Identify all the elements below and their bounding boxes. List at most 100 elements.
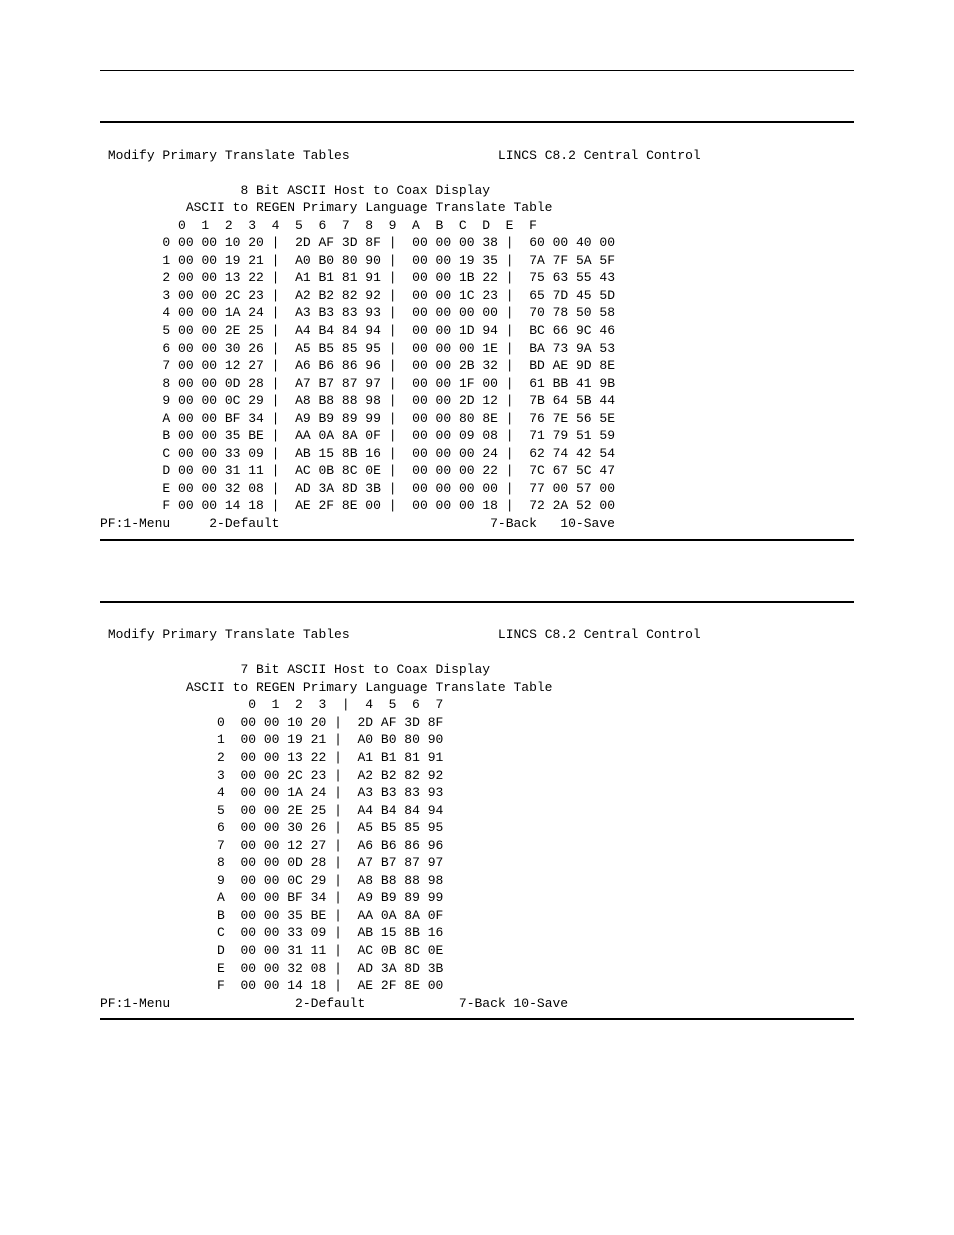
pf-menu-label: PF:1-Menu (100, 516, 170, 531)
cell-group-1: AB 15 8B 16 (358, 925, 444, 940)
cell-group-2: 00 00 00 22 (412, 463, 498, 478)
screen-title: Modify Primary Translate Tables (108, 627, 350, 642)
table-row: 8 00 00 0D 28 | A7 B7 87 97 (100, 855, 443, 870)
table-row: 9 00 00 0C 29 | A8 B8 88 98 (100, 873, 443, 888)
cell-group-1: A8 B8 88 98 (295, 393, 381, 408)
cell-group-1: A7 B7 87 97 (358, 855, 444, 870)
pf-default-label: 2-Default (295, 996, 365, 1011)
row-index: F (162, 498, 170, 513)
table-row: 7 00 00 12 27 | A6 B6 86 96 | 00 00 2B 3… (100, 358, 615, 373)
cell-group-1: A4 B4 84 94 (358, 803, 444, 818)
row-index: D (162, 463, 170, 478)
heading-line-1: 8 Bit ASCII Host to Coax Display (240, 183, 490, 198)
table-row: 9 00 00 0C 29 | A8 B8 88 98 | 00 00 2D 1… (100, 393, 615, 408)
table-row: F 00 00 14 18 | AE 2F 8E 00 | 00 00 00 1… (100, 498, 615, 513)
row-index: 1 (162, 253, 170, 268)
cell-group-0: 00 00 1A 24 (178, 305, 264, 320)
cell-group-1: AB 15 8B 16 (295, 446, 381, 461)
cell-group-0: 00 00 0D 28 (178, 376, 264, 391)
cell-group-3: 7B 64 5B 44 (529, 393, 615, 408)
row-index: 3 (162, 288, 170, 303)
heading-line-2: ASCII to REGEN Primary Language Translat… (186, 200, 553, 215)
cell-group-0: 00 00 2E 25 (240, 803, 326, 818)
cell-group-0: 00 00 0D 28 (240, 855, 326, 870)
row-index: 5 (217, 803, 225, 818)
cell-group-3: 65 7D 45 5D (529, 288, 615, 303)
row-index: 7 (162, 358, 170, 373)
cell-group-2: 00 00 00 24 (412, 446, 498, 461)
table-row: D 00 00 31 11 | AC 0B 8C 0E (100, 943, 443, 958)
row-index: 6 (217, 820, 225, 835)
cell-group-0: 00 00 2E 25 (178, 323, 264, 338)
cell-group-3: 70 78 50 58 (529, 305, 615, 320)
cell-group-0: 00 00 30 26 (178, 341, 264, 356)
cell-group-3: 7C 67 5C 47 (529, 463, 615, 478)
cell-group-0: 00 00 14 18 (178, 498, 264, 513)
row-index: 0 (162, 235, 170, 250)
row-index: C (162, 446, 170, 461)
panel1-footer-row: PF:1-Menu 2-Default 7-Back 10-Save (100, 516, 615, 531)
cell-group-0: 00 00 14 18 (240, 978, 326, 993)
table-row: 7 00 00 12 27 | A6 B6 86 96 (100, 838, 443, 853)
cell-group-0: 00 00 31 11 (240, 943, 326, 958)
row-index: 5 (162, 323, 170, 338)
cell-group-3: 61 BB 41 9B (529, 376, 615, 391)
cell-group-0: 00 00 30 26 (240, 820, 326, 835)
row-index: 8 (217, 855, 225, 870)
table-row: 1 00 00 19 21 | A0 B0 80 90 (100, 732, 443, 747)
panel2-heading1-row: 7 Bit ASCII Host to Coax Display (100, 662, 490, 677)
cell-group-0: 00 00 33 09 (240, 925, 326, 940)
cell-group-1: AA 0A 8A 0F (358, 908, 444, 923)
cell-group-1: A3 B3 83 93 (358, 785, 444, 800)
cell-group-0: 00 00 35 BE (178, 428, 264, 443)
cell-group-1: A4 B4 84 94 (295, 323, 381, 338)
cell-group-2: 00 00 1F 00 (412, 376, 498, 391)
cell-group-2: 00 00 2B 32 (412, 358, 498, 373)
page-top-rule (100, 70, 854, 71)
table-row: 2 00 00 13 22 | A1 B1 81 91 | 00 00 1B 2… (100, 270, 615, 285)
cell-group-1: A1 B1 81 91 (295, 270, 381, 285)
table-row: C 00 00 33 09 | AB 15 8B 16 | 00 00 00 2… (100, 446, 615, 461)
cell-group-1: AC 0B 8C 0E (358, 943, 444, 958)
cell-group-1: 2D AF 3D 8F (358, 715, 444, 730)
table-row: 1 00 00 19 21 | A0 B0 80 90 | 00 00 19 3… (100, 253, 615, 268)
table-row: 0 00 00 10 20 | 2D AF 3D 8F (100, 715, 443, 730)
table-row: A 00 00 BF 34 | A9 B9 89 99 (100, 890, 443, 905)
panel-8bit-ascii-table: Modify Primary Translate Tables LINCS C8… (100, 121, 854, 541)
row-index: E (162, 481, 170, 496)
cell-group-0: 00 00 BF 34 (178, 411, 264, 426)
table-row: 3 00 00 2C 23 | A2 B2 82 92 | 00 00 1C 2… (100, 288, 615, 303)
row-index: 9 (217, 873, 225, 888)
cell-group-2: 00 00 00 38 (412, 235, 498, 250)
cell-group-1: A6 B6 86 96 (358, 838, 444, 853)
table-row: 2 00 00 13 22 | A1 B1 81 91 (100, 750, 443, 765)
panel1-heading1-row: 8 Bit ASCII Host to Coax Display (100, 183, 490, 198)
cell-group-0: 00 00 32 08 (178, 481, 264, 496)
row-index: 4 (217, 785, 225, 800)
heading-line-1: 7 Bit ASCII Host to Coax Display (240, 662, 490, 677)
table-row: E 00 00 32 08 | AD 3A 8D 3B (100, 961, 443, 976)
cell-group-3: BA 73 9A 53 (529, 341, 615, 356)
row-index: 6 (162, 341, 170, 356)
cell-group-2: 00 00 00 18 (412, 498, 498, 513)
cell-group-1: A5 B5 85 95 (358, 820, 444, 835)
cell-group-1: A9 B9 89 99 (295, 411, 381, 426)
cell-group-2: 00 00 00 00 (412, 481, 498, 496)
cell-group-3: 62 74 42 54 (529, 446, 615, 461)
cell-group-1: A0 B0 80 90 (295, 253, 381, 268)
panel2-heading2-row: ASCII to REGEN Primary Language Translat… (100, 680, 553, 695)
row-index: D (217, 943, 225, 958)
cell-group-2: 00 00 19 35 (412, 253, 498, 268)
cell-group-0: 00 00 13 22 (178, 270, 264, 285)
cell-group-0: 00 00 1A 24 (240, 785, 326, 800)
table-row: B 00 00 35 BE | AA 0A 8A 0F | 00 00 09 0… (100, 428, 615, 443)
row-index: A (162, 411, 170, 426)
cell-group-2: 00 00 00 00 (412, 305, 498, 320)
cell-group-3: BD AE 9D 8E (529, 358, 615, 373)
table-row: 5 00 00 2E 25 | A4 B4 84 94 (100, 803, 443, 818)
row-index: C (217, 925, 225, 940)
cell-group-1: A7 B7 87 97 (295, 376, 381, 391)
cell-group-1: AE 2F 8E 00 (295, 498, 381, 513)
pf-menu-label: PF:1-Menu (100, 996, 170, 1011)
cell-group-3: 76 7E 56 5E (529, 411, 615, 426)
